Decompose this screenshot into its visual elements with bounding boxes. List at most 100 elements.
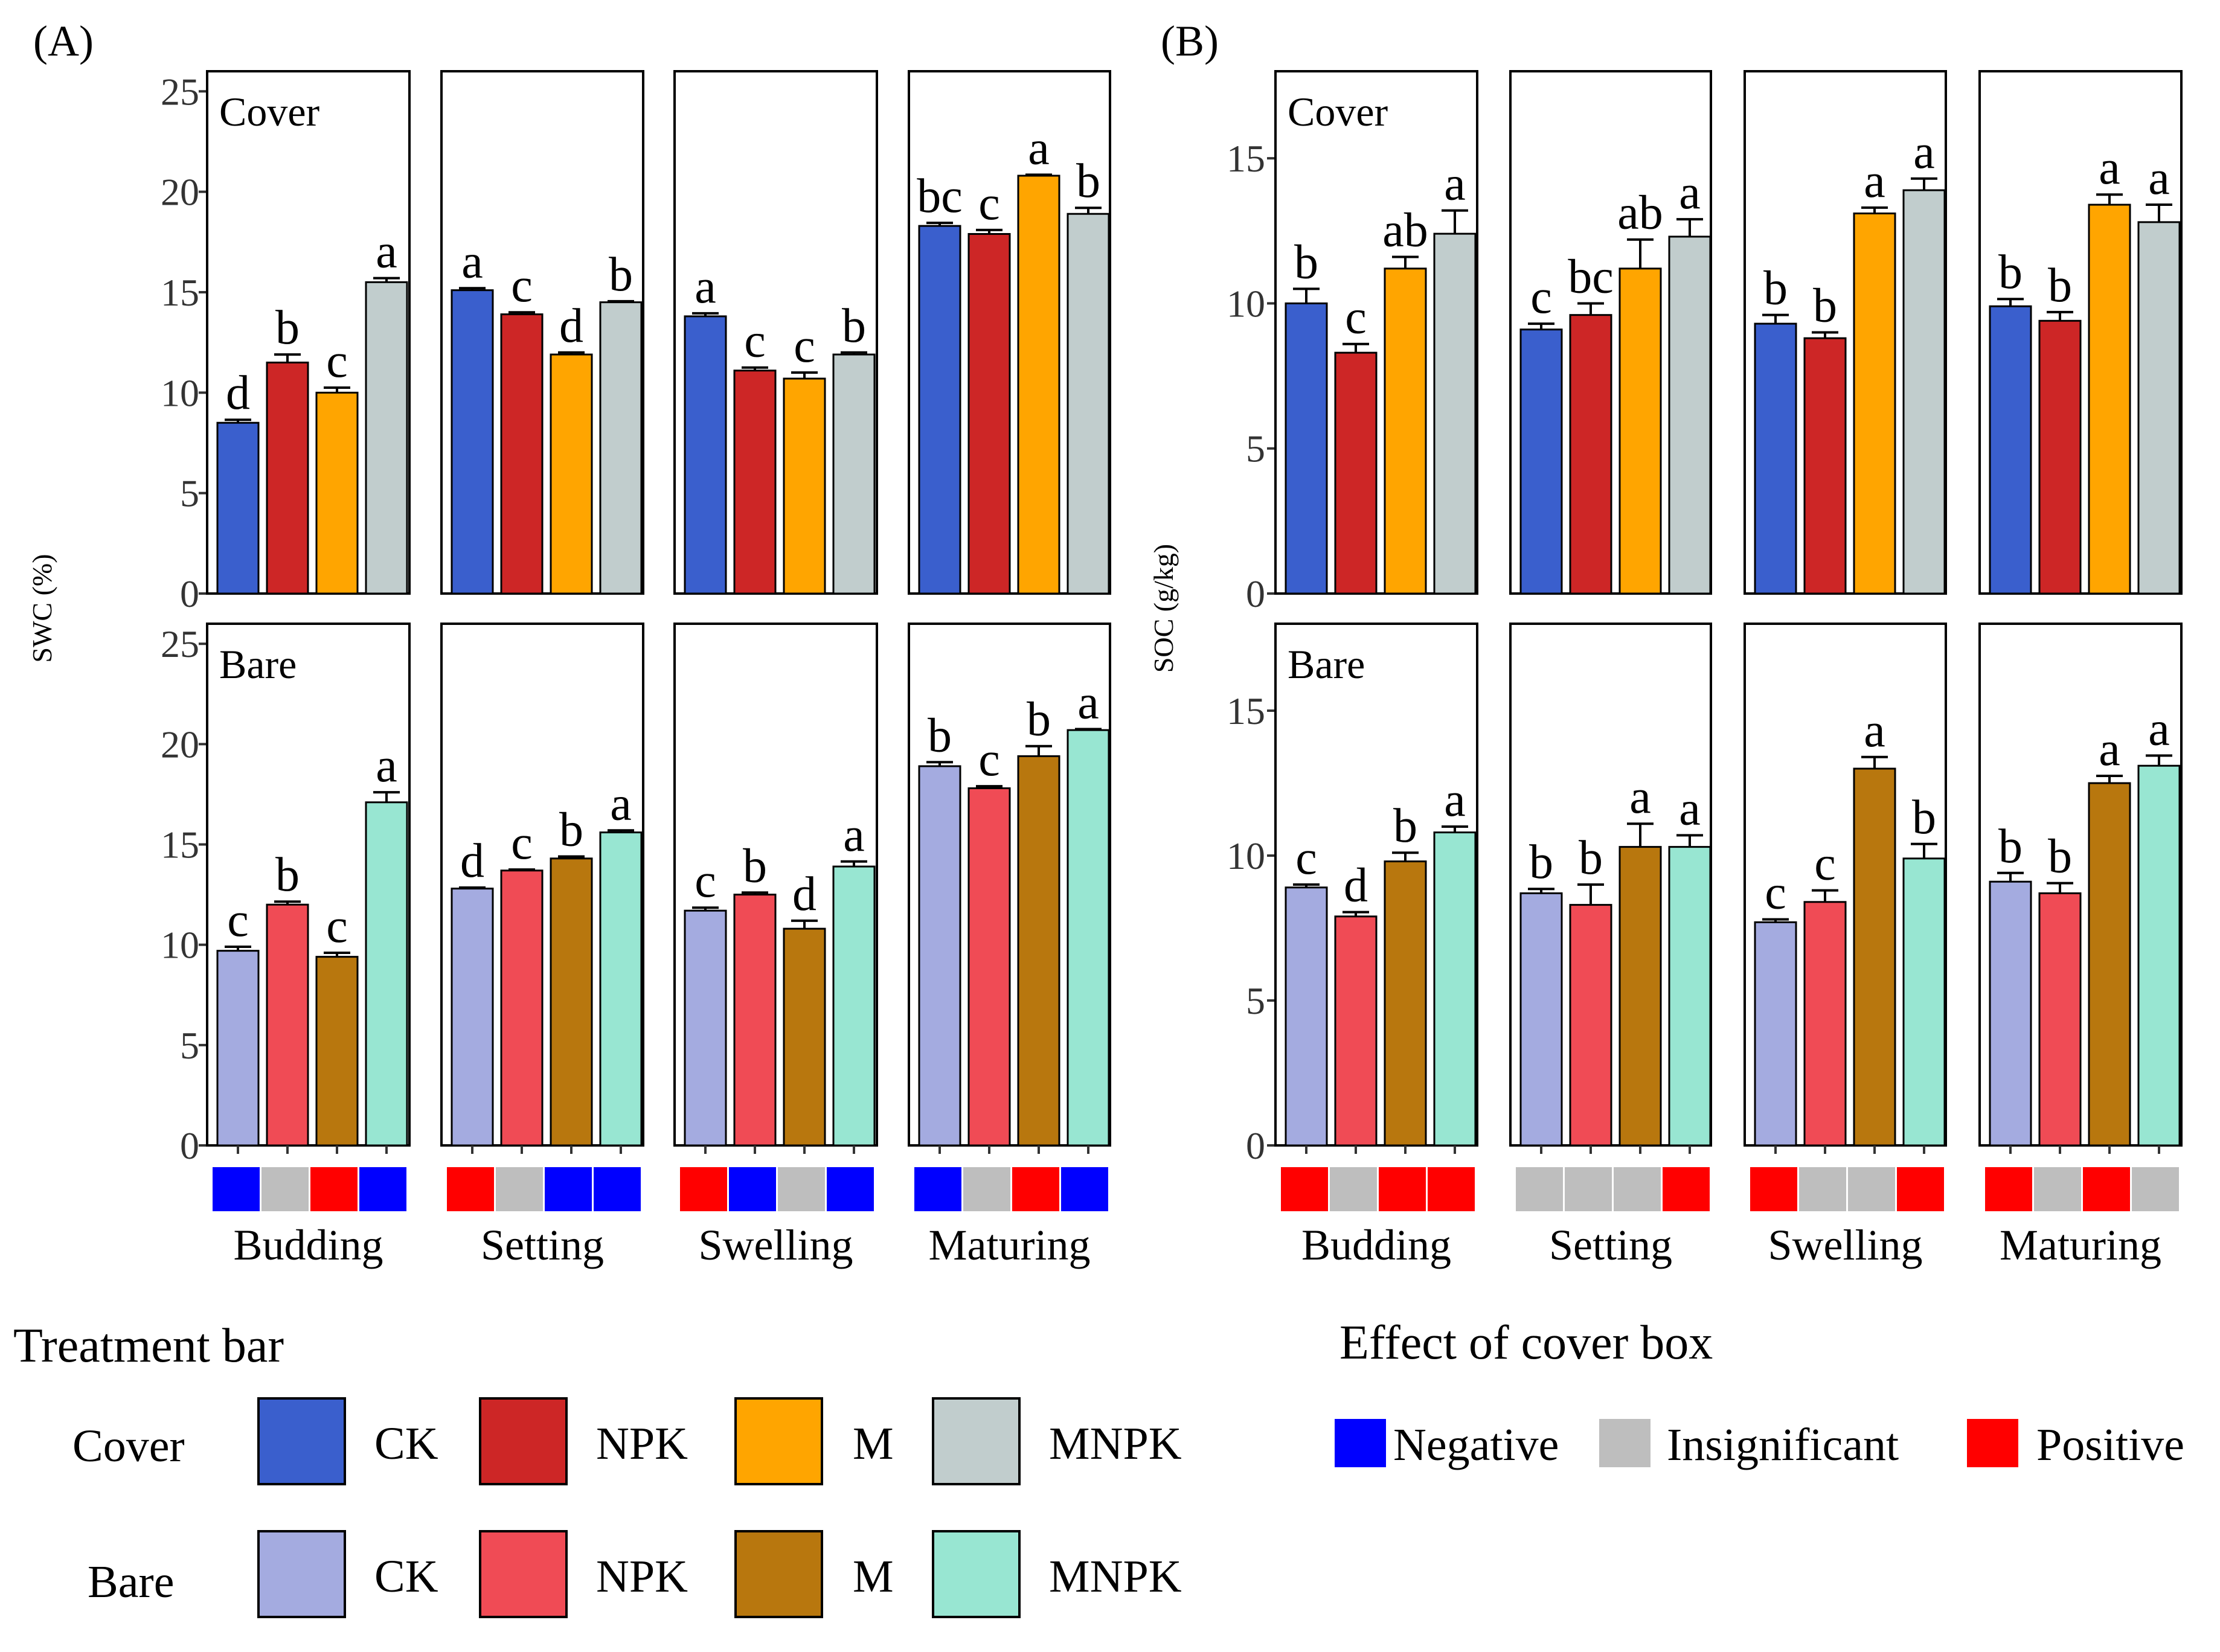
effect-legend-label-negative: Negative [1393, 1420, 1559, 1470]
significance-letter: c [326, 900, 348, 953]
significance-letter: b [1579, 831, 1603, 885]
bar-m [1017, 755, 1060, 1147]
significance-letter: c [511, 816, 533, 869]
y-tick-label: 15 [161, 271, 199, 314]
significance-letter: bc [917, 170, 963, 223]
row-label: Bare [1288, 641, 1365, 687]
panel-maturing-cover: b b a a [1978, 70, 2183, 595]
effect-legend-label-positive: Positive [2036, 1420, 2184, 1470]
effect-box-insignificant [1565, 1167, 1612, 1211]
legend-label-mnpk: MNPK [1049, 1551, 1182, 1602]
bar-mnpk [2137, 764, 2181, 1147]
y-tick-label: 15 [1227, 137, 1265, 180]
significance-letter: b [275, 301, 300, 354]
bar-ck [1285, 302, 1328, 595]
legend-label-npk: NPK [596, 1551, 688, 1602]
effect-boxes-setting [447, 1167, 641, 1211]
effect-box-positive [1897, 1167, 1944, 1211]
panel-budding-bare: Bare cbc a [206, 623, 411, 1154]
legend-label-m: M [853, 1418, 894, 1469]
bar-ck [1285, 886, 1328, 1147]
effect-box-positive [2083, 1167, 2130, 1211]
bar-mnpk [365, 281, 408, 595]
effect-box-insignificant [1516, 1167, 1563, 1211]
effect-box-positive [1428, 1167, 1475, 1211]
panel-swelling-cover: ac c b [673, 70, 878, 595]
bar-m [1384, 267, 1427, 595]
effect-box-positive [1985, 1167, 2032, 1211]
legend-row-label-cover: Cover [72, 1421, 185, 1471]
significance-letter: a [843, 808, 865, 862]
bar-mnpk [2137, 221, 2181, 595]
group-label: Budding [1301, 1221, 1451, 1269]
effect-box-positive [1379, 1167, 1426, 1211]
effect-box-negative [594, 1167, 641, 1211]
legend-label-mnpk: MNPK [1049, 1418, 1182, 1469]
bar-ck [1519, 892, 1563, 1147]
significance-letter: a [610, 777, 632, 830]
legend-swatch-cover-ck [257, 1397, 346, 1485]
significance-letter: c [227, 894, 249, 947]
treatment-legend-title: Treatment bar [13, 1319, 284, 1372]
panel-swelling-bare: c bda [673, 623, 878, 1154]
bar-ck [1754, 322, 1797, 595]
bar-m [550, 857, 593, 1147]
significance-letter: b [609, 248, 633, 301]
bar-ck [918, 225, 961, 595]
panel-maturing-bare: b cb a [908, 623, 1111, 1154]
bar-m [2088, 203, 2131, 595]
bar-npk [1334, 915, 1378, 1147]
significance-letter: a [1629, 770, 1651, 824]
effect-box-negative [914, 1167, 961, 1211]
y-tick-label: 0 [1246, 572, 1265, 615]
legend-swatch-bare-mnpk [932, 1530, 1021, 1618]
group-label: Swelling [698, 1221, 853, 1269]
significance-letter: a [1077, 676, 1099, 729]
effect-boxes-swelling [1750, 1167, 1944, 1211]
legend-label-m: M [853, 1551, 894, 1602]
significance-letter: c [978, 733, 1000, 786]
significance-letter: a [1679, 782, 1701, 835]
bar-m [1384, 860, 1427, 1147]
panel-setting-cover: a cdb [440, 70, 644, 595]
group-label: Swelling [1768, 1221, 1922, 1269]
significance-letter: a [2099, 723, 2120, 776]
effect-legend-label-insignificant: Insignificant [1667, 1420, 1899, 1470]
significance-letter: c [1765, 866, 1786, 920]
significance-letter: d [460, 834, 484, 888]
significance-letter: b [1763, 262, 1788, 315]
legend-label-ck: CK [374, 1418, 438, 1469]
panel-maturing-cover: bc cab [908, 70, 1111, 595]
significance-letter: c [1814, 837, 1836, 891]
bar-npk [266, 903, 309, 1147]
effect-box-insignificant [2034, 1167, 2081, 1211]
bar-npk [1803, 901, 1847, 1147]
effect-box-insignificant [778, 1167, 825, 1211]
significance-letter: a [1913, 126, 1935, 179]
legend-swatch-cover-npk [479, 1397, 568, 1485]
legend-swatch-bare-m [734, 1530, 823, 1618]
bar-npk [1569, 314, 1612, 595]
effect-box-insignificant [496, 1167, 543, 1211]
panel-swelling-cover: b b aa [1744, 70, 1947, 595]
significance-letter: b [1998, 820, 2023, 873]
effect-legend-swatch-negative [1335, 1419, 1386, 1467]
effect-boxes-setting [1516, 1167, 1710, 1211]
row-label: Bare [219, 641, 297, 687]
bar-npk [967, 787, 1011, 1147]
effect-box-insignificant [1614, 1167, 1661, 1211]
bar-npk [1803, 337, 1847, 595]
y-tick-label: 5 [1246, 427, 1265, 470]
legend-row-label-bare: Bare [88, 1557, 174, 1607]
bar-ck [918, 765, 961, 1147]
bar-npk [500, 869, 544, 1147]
bar-npk [500, 313, 544, 595]
effect-box-insignificant [1848, 1167, 1895, 1211]
panel-budding-cover: Cover dbc a [206, 70, 411, 595]
bar-m [783, 927, 826, 1147]
effect-box-negative [213, 1167, 260, 1211]
bar-npk [2038, 892, 2082, 1147]
